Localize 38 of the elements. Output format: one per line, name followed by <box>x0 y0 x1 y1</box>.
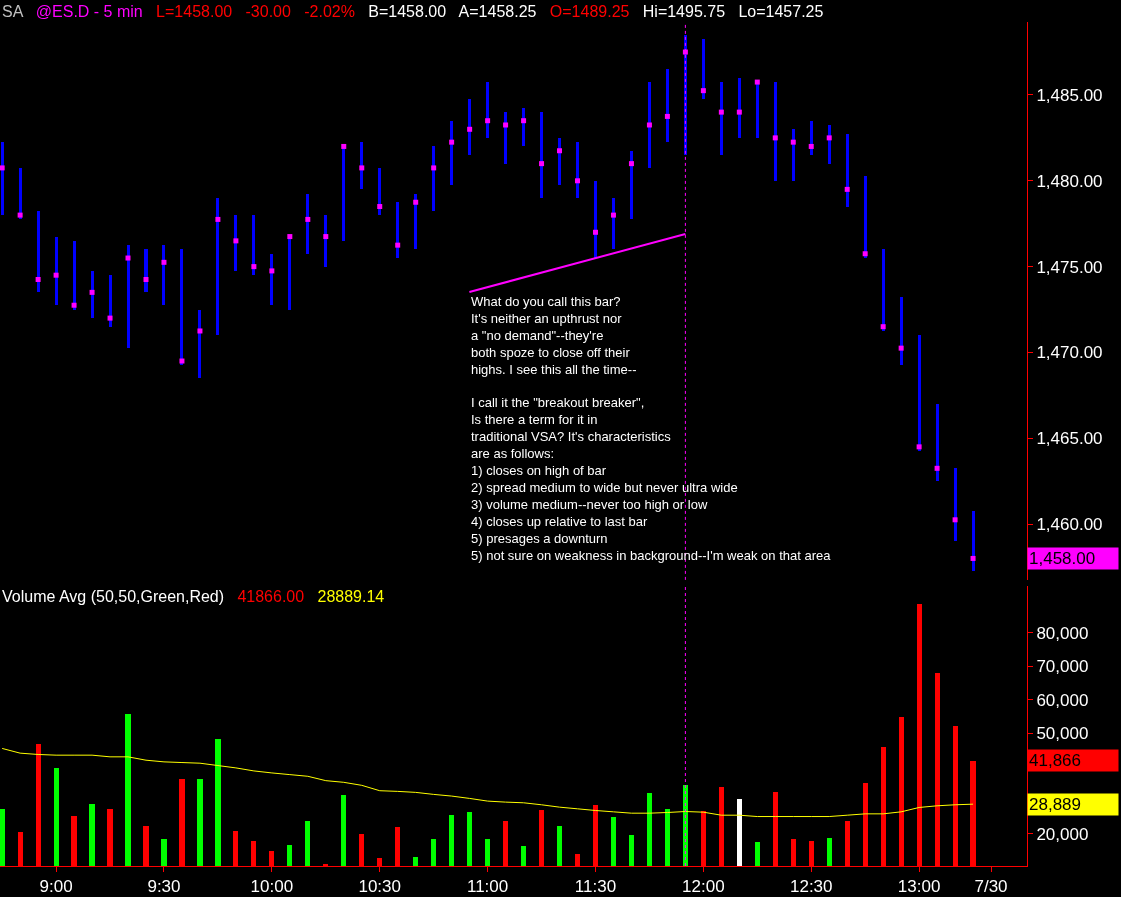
y-tick-label: 1,485.00 <box>1036 85 1103 105</box>
x-tick-label: 9:00 <box>39 877 73 897</box>
x-tick-label: 11:30 <box>574 877 617 897</box>
y-tick-label: 1,465.00 <box>1036 429 1103 449</box>
text: What do you call this bar? It's neither an upthrust nor a "no demand"--they're both spoze to close off their highs. I see this all the time-- I call it the "breakout breaker", Is there a term for it in traditional VSA? It's characteristics are as follows: 1) closes on high of bar 2) spread medium to wide but never ultra wide 3) volume medium--never too high or low 4) closes up relative to last bar 5) presages a downturn 5) not sure on weakness in background--I'm weak on that area <box>471 294 831 563</box>
text: A=1458.25 <box>458 3 537 20</box>
y-tick-label: 60,000 <box>1036 690 1089 710</box>
x-tick-label: 7/30 <box>974 877 1008 897</box>
text: SA <box>2 3 24 20</box>
x-tick-label: 13:00 <box>897 877 941 897</box>
y-tick-label: 80,000 <box>1036 623 1089 643</box>
y-tick-label: 1,460.00 <box>1036 515 1103 535</box>
text: Hi=1495.75 <box>642 3 726 20</box>
x-tick-label: 10:30 <box>358 877 401 897</box>
y-tick-label: 1,470.00 <box>1036 343 1103 363</box>
text: -2.02% <box>304 3 355 20</box>
text: -30.00 <box>245 3 291 20</box>
annotation: 28889.14 <box>317 588 385 605</box>
chart-title: @ES.D - 5 min <box>35 3 143 20</box>
x-tick-label: 12:00 <box>682 877 725 897</box>
text: Lo=1457.25 <box>738 3 824 20</box>
x-tick-label: 11:00 <box>466 877 509 897</box>
text: L=1458.00 <box>156 3 233 20</box>
y-tick-label: 1,480.00 <box>1036 171 1103 191</box>
y-tick-label: 50,000 <box>1036 724 1089 744</box>
y-tick-label: 20,000 <box>1036 824 1089 844</box>
text: 1,458.00 <box>1029 549 1096 568</box>
text: O=1489.25 <box>549 3 630 20</box>
text: 28,889 <box>1029 795 1081 814</box>
annotation: 41866.00 <box>237 588 305 605</box>
y-tick-label: 70,000 <box>1036 657 1089 677</box>
x-tick-label: 10:00 <box>250 877 294 897</box>
x-tick-label: 9:30 <box>147 877 181 897</box>
text: B=1458.00 <box>368 3 447 20</box>
text: 41,866 <box>1029 751 1081 770</box>
chart-title: Volume Avg (50,50,Green,Red) <box>2 588 225 605</box>
x-tick-label: 12:30 <box>789 877 833 897</box>
y-tick-label: 1,475.00 <box>1036 257 1103 277</box>
